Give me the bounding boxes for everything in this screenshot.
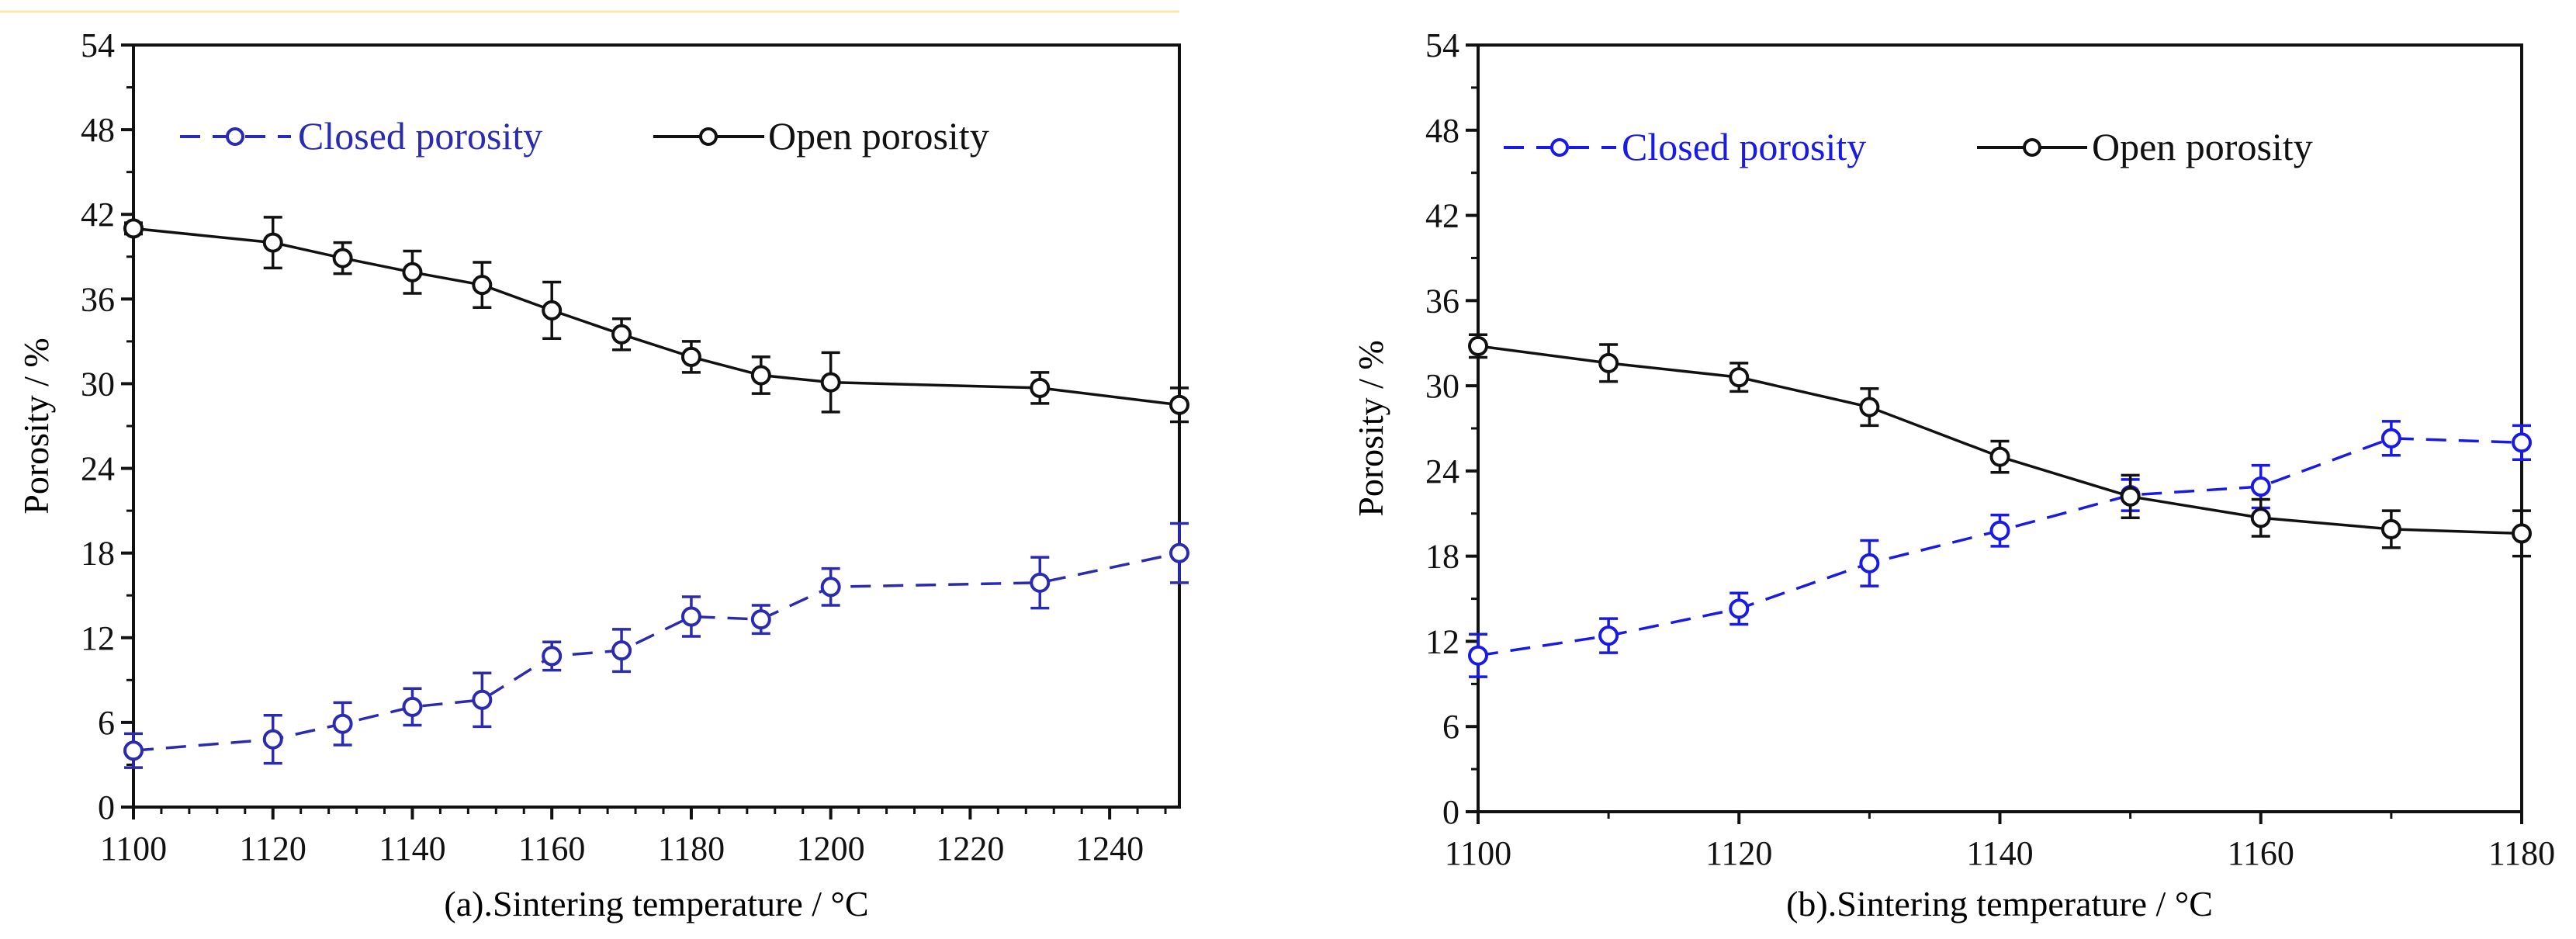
chart-b-point-closed <box>1859 553 1880 573</box>
chart-b-point-open <box>2250 508 2271 528</box>
chart-a-point-open <box>542 300 563 321</box>
chart-b-ytick-label: 0 <box>1442 793 1459 831</box>
chart-a-xtick-label: 1220 <box>936 830 1004 868</box>
chart-b-xtick-label: 1160 <box>2228 834 2294 872</box>
chart-a-xtick-label: 1140 <box>379 830 445 868</box>
chart-a-point-closed <box>750 609 771 630</box>
chart-b-x-axis-label: (b).Sintering temperature / °C <box>1786 884 2213 923</box>
chart-a-ytick-label: 18 <box>81 535 115 573</box>
chart-b-point-open <box>1989 446 2010 467</box>
chart-b-xtick-label: 1140 <box>1966 834 2033 872</box>
chart-a-ticks: 0 6 12 18 24 30 36 42 48 54 1100 1120 1140 1160 1180 12… <box>81 26 1167 868</box>
chart-b-y-axis-label: Porosity / % <box>1351 340 1390 516</box>
chart-b-point-closed <box>1729 598 1750 619</box>
chart-b-ytick-label: 18 <box>1425 538 1459 576</box>
chart-a-xtick-label: 1160 <box>518 830 585 868</box>
chart-a-point-closed <box>680 606 701 627</box>
chart-b-ytick-label: 42 <box>1425 197 1459 235</box>
chart-a-point-open <box>1169 394 1189 415</box>
chart-a-xtick-label: 1120 <box>240 830 306 868</box>
legend-b-closed-marker <box>1550 138 1569 157</box>
chart-a-point-open <box>611 324 632 345</box>
chart-a-series-open-line <box>133 227 1180 407</box>
chart-a-point-open <box>332 248 353 269</box>
chart-b-xtick-label: 1100 <box>1445 834 1511 872</box>
legend-b-closed-label: Closed porosity <box>1622 125 1866 168</box>
chart-b-point-open <box>1468 335 1488 356</box>
chart-a-ytick-label: 30 <box>81 365 115 403</box>
legend-a-open-marker <box>699 127 718 146</box>
chart-b-series-open-line <box>1477 345 2522 535</box>
chart-b-point-closed <box>1598 625 1619 646</box>
legend-a-closed-label: Closed porosity <box>298 114 542 158</box>
chart-a-xtick-label: 1200 <box>797 830 865 868</box>
chart-b-ytick-label: 54 <box>1425 26 1459 64</box>
chart-a-ytick-label: 54 <box>81 26 115 64</box>
chart-b-xtick-label: 1120 <box>1705 834 1772 872</box>
chart-a: 0 6 12 18 24 30 36 42 48 54 1100 1120 1140 1160 1180 12… <box>16 26 1189 923</box>
chart-a-ytick-label: 42 <box>81 196 115 234</box>
chart-a-ytick-label: 6 <box>98 704 115 742</box>
chart-b-ytick-label: 12 <box>1425 622 1459 660</box>
chart-b-ytick-label: 48 <box>1425 112 1459 150</box>
chart-a-ytick-label: 24 <box>81 450 115 488</box>
chart-a-x-axis-label: (a).Sintering temperature / °C <box>444 884 868 923</box>
chart-a-xtick-label: 1100 <box>100 830 167 868</box>
chart-a-xtick-label: 1180 <box>658 830 725 868</box>
chart-a-point-open <box>750 365 771 386</box>
chart-b-ytick-label: 36 <box>1425 282 1459 320</box>
chart-a-point-closed <box>820 577 841 598</box>
chart-a-point-open <box>472 275 493 296</box>
chart-a-point-closed <box>542 646 563 667</box>
chart-a-ytick-label: 36 <box>81 280 115 318</box>
chart-a-point-closed <box>402 696 423 717</box>
chart-b-xtick-label: 1180 <box>2488 834 2555 872</box>
chart-b-ytick-label: 24 <box>1425 452 1459 490</box>
chart-b-ytick-label: 6 <box>1442 708 1459 746</box>
chart-a-point-closed <box>1169 542 1189 563</box>
chart-b-series <box>1468 333 2532 678</box>
chart-a-ytick-label: 0 <box>98 788 115 826</box>
chart-a-point-open <box>123 218 144 239</box>
chart-b-point-open <box>2120 486 2141 507</box>
chart-a-point-closed <box>123 740 144 761</box>
chart-b-point-closed <box>1989 520 2010 541</box>
chart-b-point-closed <box>2250 476 2271 497</box>
chart-a-point-open <box>820 372 841 393</box>
chart-a-point-open <box>680 346 701 367</box>
chart-b-point-closed <box>2512 432 2532 453</box>
chart-a-series-closed-line <box>133 551 1180 753</box>
chart-b-legend: Closed porosity Open porosity <box>1504 125 2313 168</box>
chart-a-point-open <box>402 262 423 282</box>
chart-a-legend: Closed porosity Open porosity <box>180 114 989 158</box>
legend-a-open-label: Open porosity <box>768 114 989 158</box>
chart-a-y-axis-label: Porosity / % <box>16 338 56 514</box>
chart-a-series <box>123 216 1189 769</box>
legend-a-closed-marker <box>226 127 244 146</box>
chart-a-ytick-label: 12 <box>81 619 115 657</box>
chart-a-frame <box>132 43 1181 809</box>
chart-a-point-closed <box>1030 572 1051 593</box>
legend-b-open-marker <box>2023 138 2041 157</box>
chart-a-xtick-label: 1240 <box>1075 830 1144 868</box>
chart-b-point-open <box>1729 367 1750 388</box>
chart-a-point-closed <box>332 713 353 734</box>
legend-b-open-label: Open porosity <box>2092 125 2313 168</box>
chart-a-point-closed <box>611 640 632 661</box>
chart-a-point-closed <box>262 729 283 750</box>
chart-a-point-open <box>262 232 283 253</box>
chart-a-point-open <box>1030 377 1051 398</box>
chart-b-point-closed <box>1468 645 1488 666</box>
chart-b-ticks: 0 6 12 18 24 30 36 42 48 54 1100 1120 1140 1160 1180 <box>1425 26 2555 872</box>
chart-b-point-open <box>2380 518 2401 539</box>
chart-b: 0 6 12 18 24 30 36 42 48 54 1100 1120 1140 1160 1180 P… <box>1351 26 2555 923</box>
chart-a-point-closed <box>472 689 493 710</box>
chart-b-point-open <box>1598 352 1619 373</box>
chart-a-ytick-label: 48 <box>81 111 115 149</box>
chart-b-point-closed <box>2380 428 2401 449</box>
chart-b-point-open <box>2512 523 2532 544</box>
chart-b-point-open <box>1859 397 1880 418</box>
chart-b-ytick-label: 30 <box>1425 367 1459 405</box>
